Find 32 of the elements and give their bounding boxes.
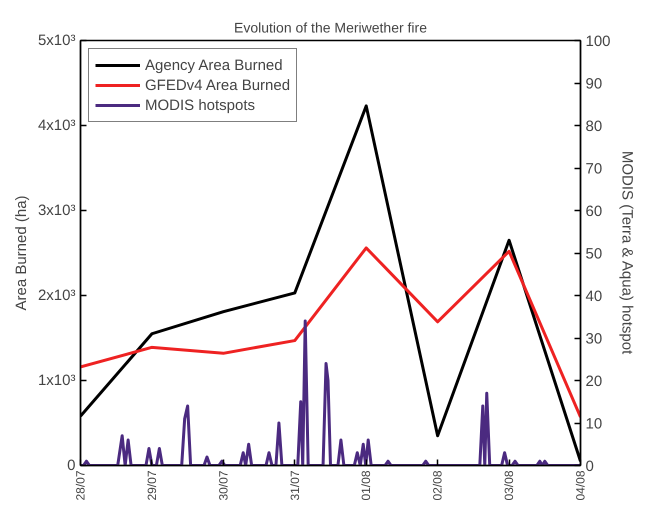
x-tick-label: 03/08 [502,470,516,501]
x-tick-label: 30/07 [216,470,230,501]
y2-tick-label: 90 [586,76,602,92]
legend-label: GFEDv4 Area Burned [145,76,290,94]
y-tick-label: 2x10³ [38,287,76,304]
y2-tick-label: 60 [586,203,602,220]
x-tick-label: 28/07 [74,470,88,501]
y-tick-label: 5x10³ [38,32,76,49]
x-tick-label: 31/07 [288,470,302,501]
y2-tick-label: 40 [586,288,602,305]
line-series [80,246,580,419]
y2-tick-label: 100 [586,33,611,50]
y2-tick-label: 30 [586,330,602,348]
x-tick-label: 02/08 [430,470,445,501]
x-tick-label: 01/08 [359,470,374,501]
y2-tick-label: 20 [586,373,602,390]
y2-axis-title: MODIS (Terra & Aqua) hotspot [618,150,636,356]
y-tick-label: 1x10³ [38,372,76,389]
legend-label: MODIS hotspots [145,96,256,114]
y2-tick-label: 50 [586,246,602,262]
legend-label: Agency Area Burned [145,56,283,74]
y-axis-title: Area Burned (ha) [12,195,30,311]
x-tick-label: 04/08 [574,470,588,501]
chart-title: Evolution of the Meriwether fire [234,20,428,36]
y-tick-label: 3x10³ [38,202,76,219]
y2-tick-label: 10 [586,416,602,432]
y-tick-label: 0 [67,457,76,474]
y2-tick-label: 70 [586,160,602,178]
x-tick-label: 29/07 [144,470,159,501]
y-tick-label: 4x10³ [38,117,76,134]
y2-tick-label: 80 [586,118,602,135]
y2-tick-label: 0 [586,458,594,475]
